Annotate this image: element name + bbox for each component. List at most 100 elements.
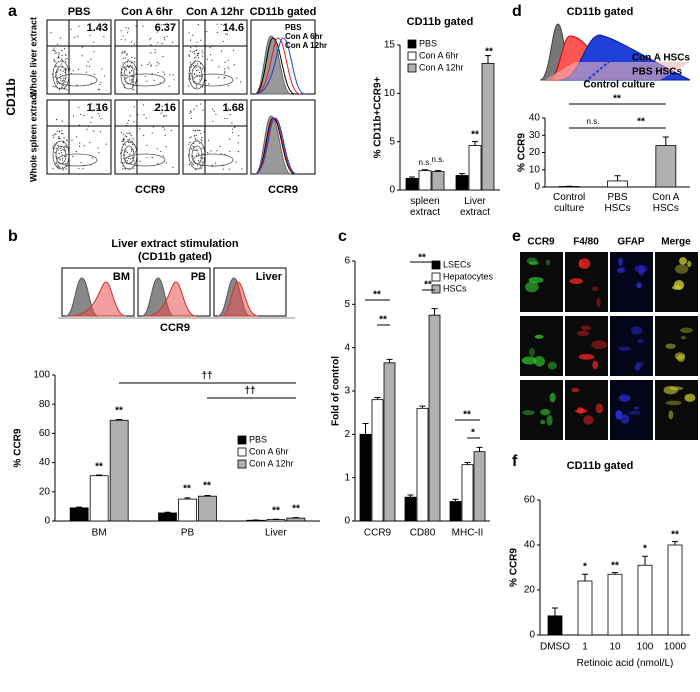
contour [56,73,98,87]
flow-event [58,153,60,155]
annotation: ** [203,481,211,492]
flow-event [233,64,235,66]
flow-event [54,133,56,135]
flow-event [236,109,238,111]
flow-event [227,108,230,110]
flow-event [83,115,85,117]
flow-event [196,41,198,43]
y-tick-label: 20 [39,486,51,497]
flow-event [147,63,149,66]
error-bar [459,173,465,176]
flow-event [197,54,199,56]
flow-event [241,168,243,170]
x-tick-label: MHC-II [452,528,484,539]
flow-event [66,89,68,91]
row-label: Whole liver extract [28,17,38,97]
flow-event [60,37,62,39]
flow-event [163,73,166,75]
flow-event [78,25,80,27]
flow-event [52,85,54,88]
flow-event [195,56,197,59]
flow-event [59,159,61,161]
flow-event [125,74,127,76]
flow-event [227,66,229,68]
flow-event [60,78,62,80]
flow-event [196,84,198,86]
flow-event [125,26,127,29]
flow-event [194,130,196,132]
flow-event [211,59,213,62]
legend-label: Con A 12hr [249,458,294,468]
x-tick-label-box: PBS HSCs [604,192,630,214]
flow-event [199,71,201,74]
flow-event [189,39,191,41]
x-tick-label: Liver [265,528,287,539]
flow-event [197,23,199,26]
flow-event [192,164,194,166]
error-bar [452,498,459,502]
flow-event [150,64,152,66]
flow-event [196,164,199,166]
flow-event [63,48,66,50]
flow-event [197,57,200,59]
flow-event [232,26,234,29]
flow-event [209,47,211,49]
flow-event [164,128,166,130]
annotation: n.s. [432,155,445,164]
error-bar [614,175,621,181]
flow-event [208,83,210,85]
flow-event [57,144,59,147]
flow-event [59,130,61,133]
error-bar [409,176,415,179]
flow-event [60,149,62,152]
flow-event [123,162,125,164]
flow-event [129,115,131,117]
legend-swatch [407,63,417,73]
flow-event [71,139,73,141]
flow-event [215,113,217,115]
legend-swatch [237,447,247,457]
flow-event [130,141,132,144]
stain [546,414,553,426]
flow-event [158,103,161,105]
panel-label: f [512,453,518,470]
histogram-fill [145,281,197,317]
flow-event [100,81,102,84]
flow-event [188,32,190,34]
flow-event [127,119,130,121]
stain [618,346,631,351]
column-header: Con A 12hr [186,6,245,18]
flow-event [54,50,56,52]
flow-event [128,72,131,74]
flow-event [57,56,60,59]
bar [428,314,441,522]
flow-event [98,152,100,154]
error-bar [431,308,438,316]
flow-event [58,69,60,71]
panel-title: (CD11b gated) [138,251,212,263]
flow-event [97,147,99,149]
flow-event [128,132,130,134]
column-header: Con A 6hr [121,6,173,18]
flow-event [220,50,223,52]
flow-event [91,103,93,105]
stain [676,354,686,362]
gate-percentage: 2.16 [155,102,176,114]
flow-event [224,77,226,79]
flow-event [191,161,193,163]
stain [680,327,693,334]
flow-event [61,80,64,82]
flow-event [211,108,214,110]
flow-event [192,145,194,148]
x-tick-label: CD80 [410,528,436,539]
flow-event [187,155,189,157]
flow-event [129,153,131,155]
flow-event [89,26,91,29]
flow-event [124,168,126,170]
flow-event [200,63,202,65]
gate-percentage: 14.6 [223,22,244,34]
flow-event [216,23,218,25]
stain [525,281,539,293]
panel-label: c [338,228,347,245]
flow-event [200,39,202,41]
